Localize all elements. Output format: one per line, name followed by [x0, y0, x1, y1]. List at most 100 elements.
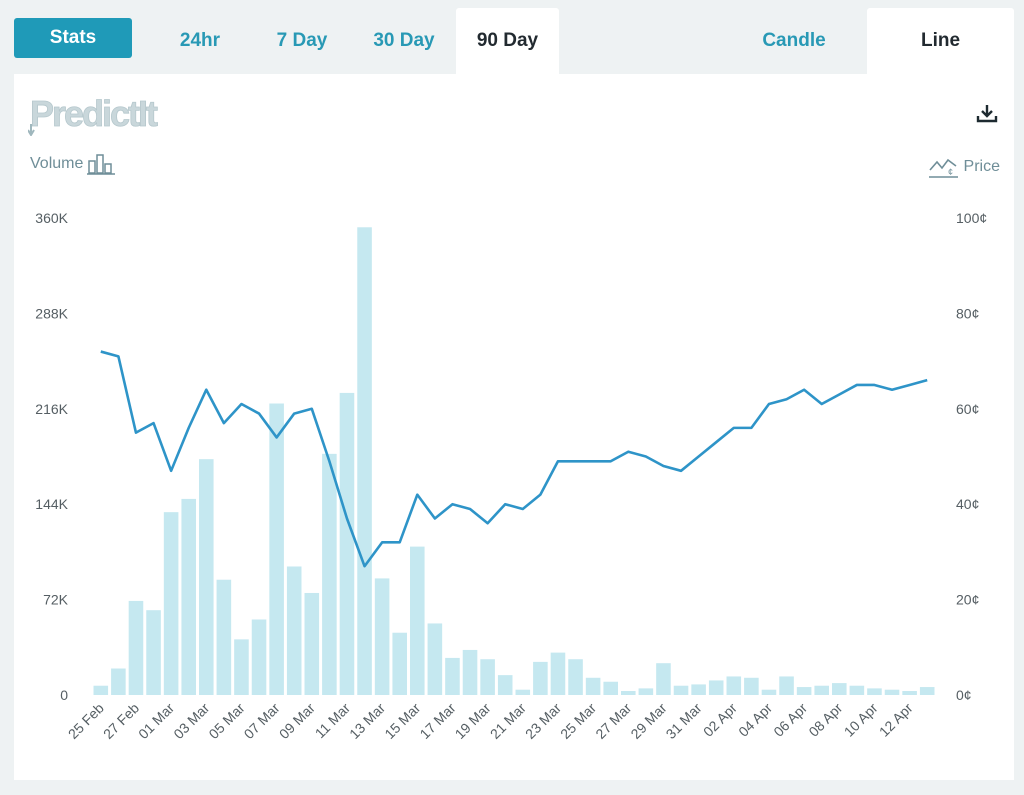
volume-bar — [322, 453, 337, 695]
volume-bar — [673, 685, 689, 695]
volume-bar — [146, 610, 161, 695]
x-tick-label: 29 Mar — [627, 700, 669, 742]
price-line — [100, 350, 928, 568]
x-tick-label: 25 Mar — [557, 700, 599, 742]
volume-bar — [814, 685, 829, 695]
y-left-tick-label: 144K — [35, 496, 68, 512]
price-legend-label: Price — [963, 158, 1000, 175]
x-tick-label: 04 Apr — [735, 700, 775, 740]
x-tick-label: 09 Mar — [276, 700, 318, 742]
volume-bar — [796, 687, 812, 695]
x-tick-label: 23 Mar — [522, 700, 564, 742]
tab-bar: Stats 24hr 7 Day 30 Day 90 Day Candle Li… — [0, 0, 1024, 74]
volume-bar — [849, 685, 865, 695]
y-right-tick-label: 60¢ — [956, 401, 979, 417]
download-icon[interactable] — [976, 102, 998, 129]
volume-bar — [286, 566, 302, 695]
y-left-tick-label: 216K — [35, 401, 68, 417]
y-right-tick-label: 100¢ — [956, 210, 987, 226]
x-tick-label: 13 Mar — [346, 700, 388, 742]
tab-90-day[interactable]: 90 Day — [456, 8, 559, 74]
volume-bar — [621, 691, 636, 695]
volume-bar — [550, 652, 566, 695]
y-left-tick-label: 72K — [43, 592, 69, 608]
price-volume-chart: 0 72K 144K 216K 288K 360K 0¢ 20¢ 40¢ 60¢ 80¢ 100¢ 25… — [35, 210, 987, 742]
svg-text:¢: ¢ — [948, 167, 953, 177]
volume-bar — [902, 691, 917, 695]
tab-24hr[interactable]: 24hr — [179, 30, 221, 51]
volume-bar — [93, 685, 109, 695]
volume-bar — [744, 677, 759, 695]
y-right-tick-label: 80¢ — [956, 305, 979, 321]
line-chart-icon: ¢ — [928, 158, 958, 178]
x-tick-label: 25 Feb — [65, 700, 107, 742]
y-right-tick-label: 20¢ — [956, 592, 979, 608]
volume-bar — [515, 689, 531, 695]
volume-bar — [779, 676, 794, 695]
volume-bar — [726, 676, 742, 695]
x-tick-label: 05 Mar — [205, 700, 247, 742]
price-legend: ¢ Price — [928, 154, 1000, 180]
volume-bar — [216, 579, 232, 695]
x-tick-label: 17 Mar — [416, 700, 458, 742]
volume-bar — [585, 677, 601, 695]
tab-30-day[interactable]: 30 Day — [373, 30, 435, 51]
volume-bar — [251, 619, 267, 695]
volume-bar — [445, 657, 460, 695]
volume-bar — [410, 546, 425, 695]
x-tick-label: 31 Mar — [663, 700, 705, 742]
volume-legend: Volume — [30, 153, 117, 175]
volume-bar — [638, 688, 654, 696]
volume-bar — [761, 689, 777, 695]
volume-bar — [181, 498, 196, 695]
stats-button[interactable]: Stats — [14, 18, 132, 58]
x-tick-label: 08 Apr — [805, 700, 845, 740]
y-left-tick-label: 360K — [35, 210, 68, 226]
x-tick-label: 19 Mar — [452, 700, 494, 742]
volume-bar — [480, 659, 495, 695]
x-tick-label: 27 Mar — [592, 700, 634, 742]
volume-bar — [163, 512, 179, 695]
volume-legend-label: Volume — [30, 155, 84, 172]
x-tick-label: 27 Feb — [100, 700, 142, 742]
y-right-tick-label: 0¢ — [956, 687, 972, 703]
volume-bar — [867, 688, 882, 696]
volume-bar — [533, 661, 548, 696]
volume-bar — [374, 578, 390, 695]
x-tick-label: 07 Mar — [241, 700, 283, 742]
volume-bar — [832, 683, 847, 695]
logo-wordmark: PredictIt — [30, 93, 158, 134]
volume-bar — [199, 459, 214, 695]
volume-bar — [234, 639, 249, 695]
volume-bar — [497, 675, 513, 696]
y-left-tick-label: 0 — [60, 687, 68, 703]
x-tick-label: 06 Apr — [770, 700, 810, 740]
volume-bar — [462, 649, 478, 695]
tab-candle[interactable]: Candle — [762, 30, 826, 51]
volume-bar — [304, 592, 320, 695]
volume-bar — [111, 668, 126, 695]
volume-bar — [357, 227, 372, 695]
x-tick-label: 01 Mar — [135, 700, 177, 742]
x-tick-label: 02 Apr — [700, 700, 740, 740]
tab-7-day[interactable]: 7 Day — [276, 30, 328, 51]
volume-bar — [603, 681, 618, 695]
y-left-tick-label: 288K — [35, 305, 68, 321]
x-tick-label: 12 Apr — [876, 700, 916, 740]
volume-bar — [392, 632, 407, 695]
volume-bar — [708, 680, 724, 695]
y-right-tick-label: 40¢ — [956, 496, 979, 512]
predictit-logo: PredictIt — [27, 90, 198, 141]
volume-bar — [656, 663, 671, 695]
tab-line[interactable]: Line — [867, 8, 1014, 74]
volume-bar — [339, 392, 355, 695]
bar-chart-icon — [87, 154, 116, 175]
volume-bar — [128, 600, 144, 695]
x-tick-label: 03 Mar — [170, 700, 212, 742]
x-tick-label: 11 Mar — [312, 700, 354, 742]
x-tick-label: 10 Apr — [841, 700, 881, 740]
chart-panel: PredictIt Volume ¢ Price 0 72K 144K 216K 288… — [14, 74, 1014, 780]
volume-bar — [269, 403, 284, 695]
volume-bar — [691, 684, 706, 695]
volume-bar — [884, 689, 900, 695]
